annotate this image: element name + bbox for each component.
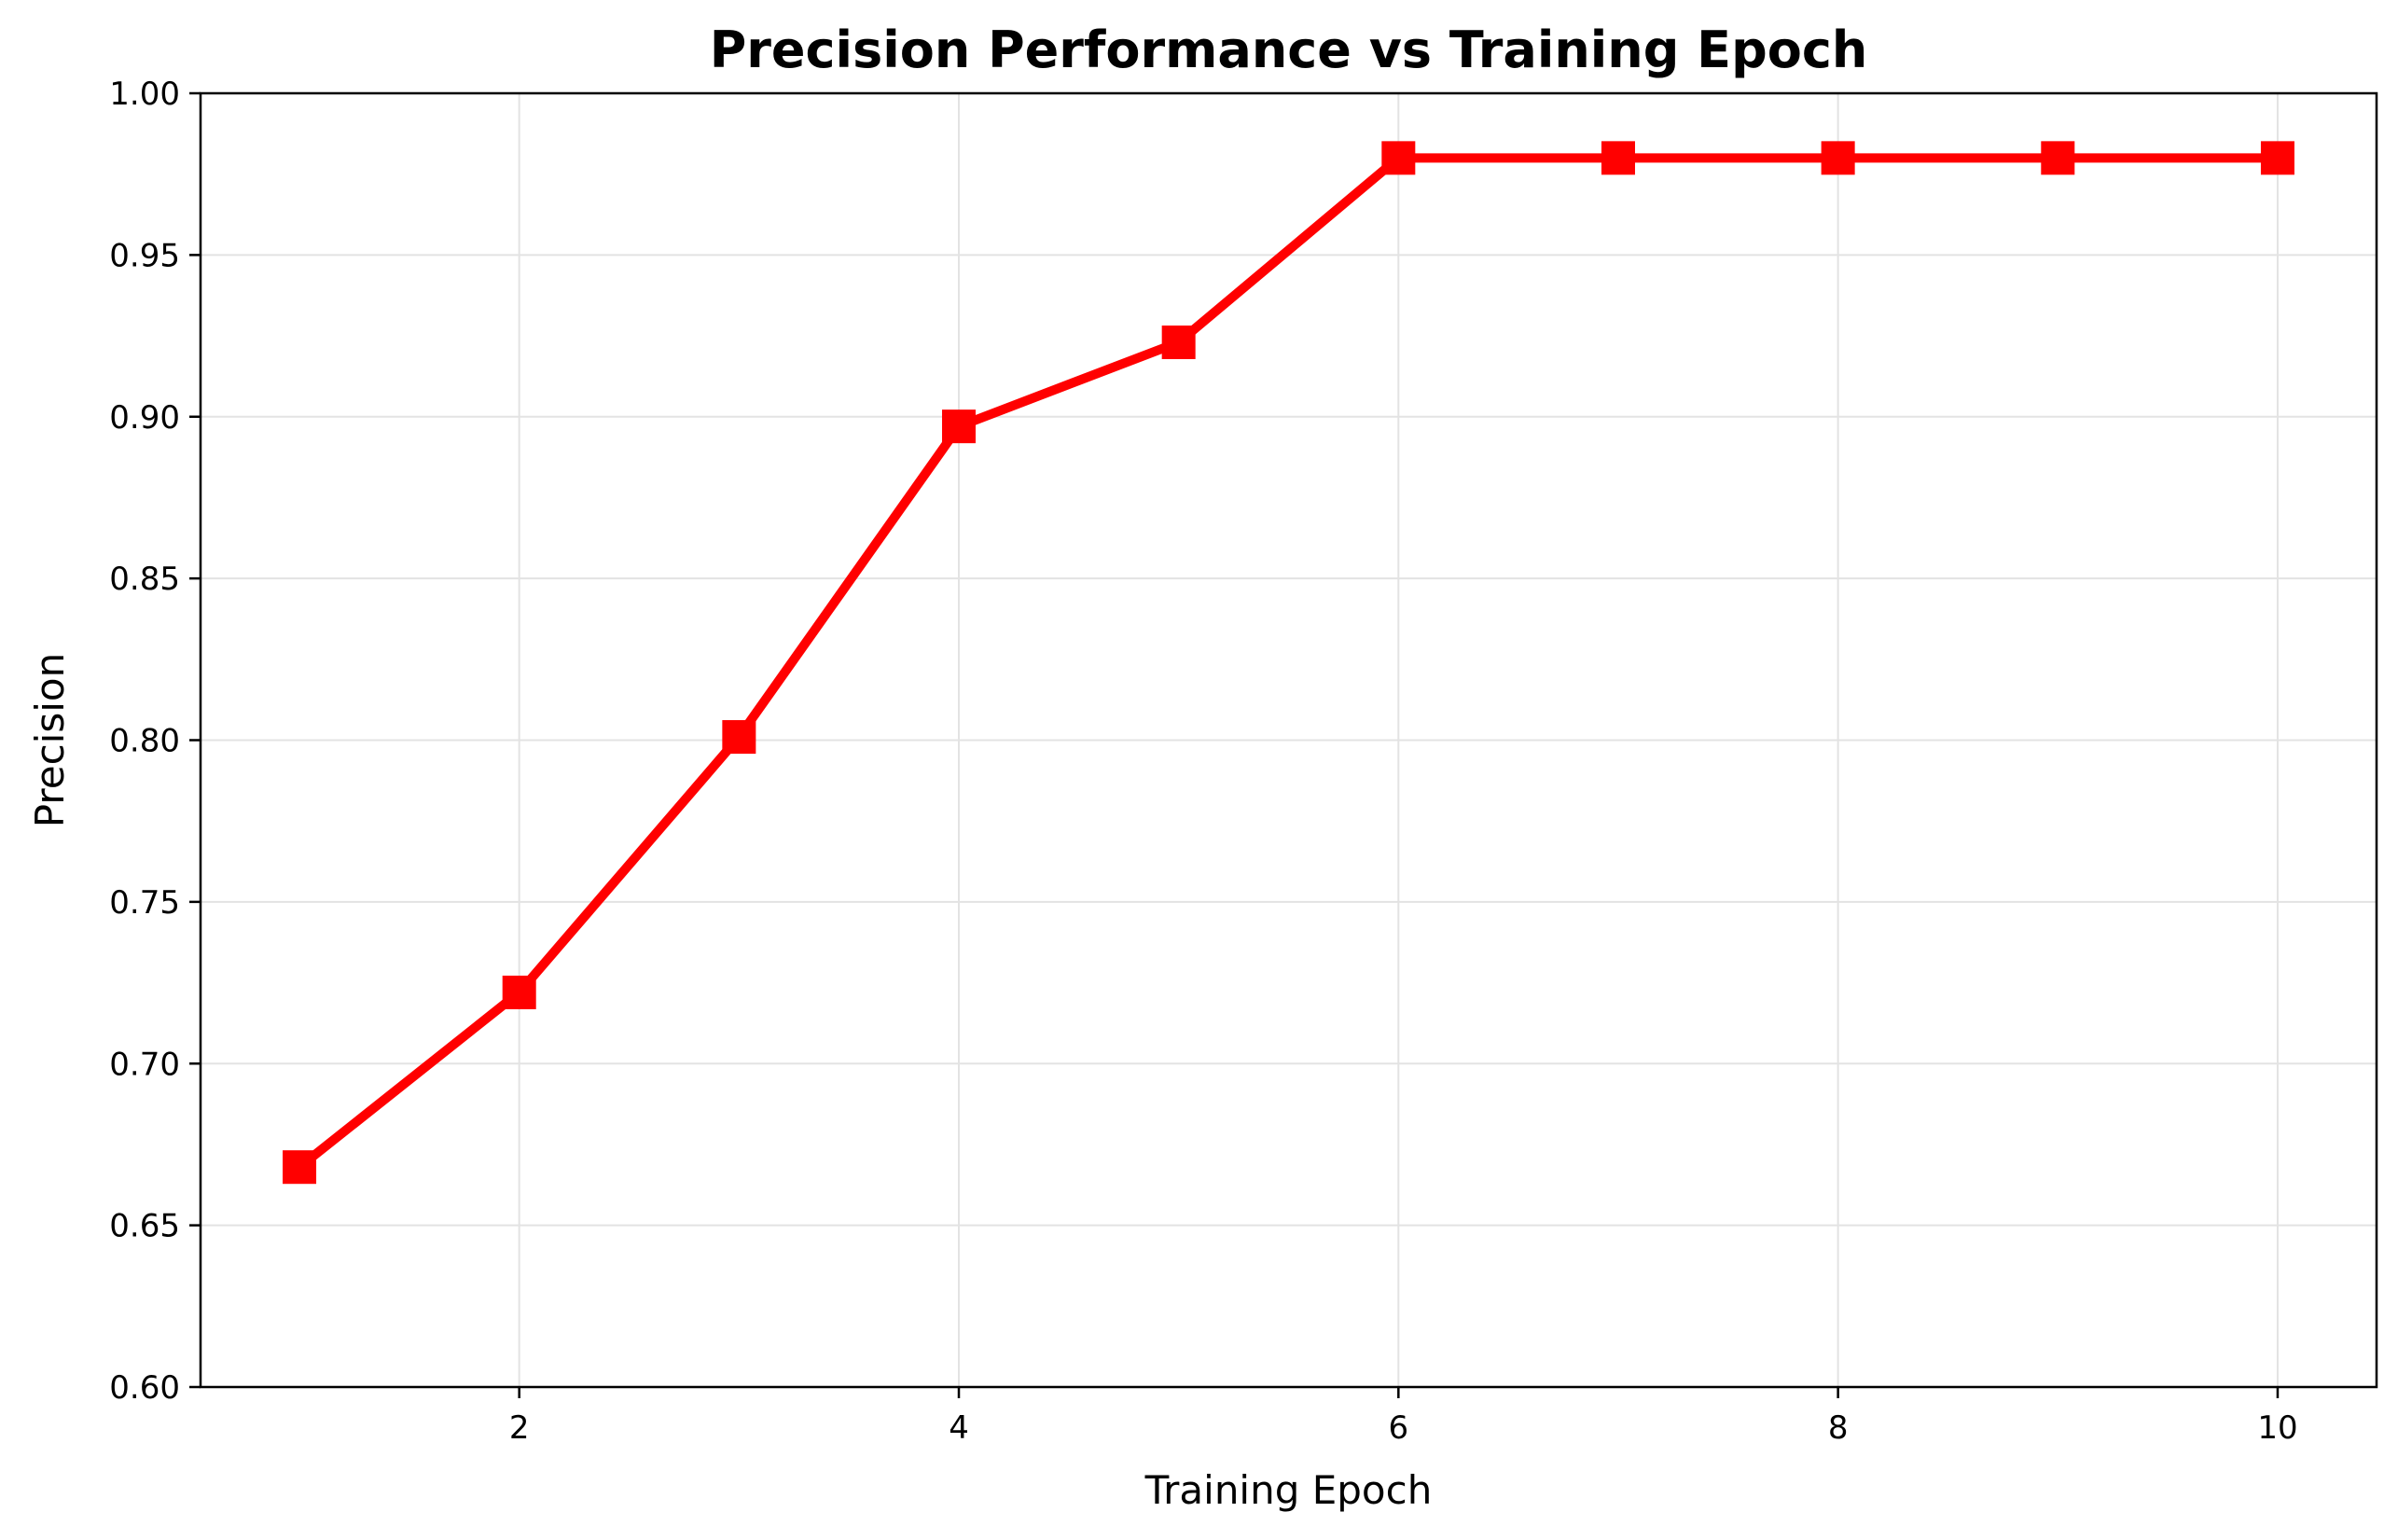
data-point-marker bbox=[283, 1150, 317, 1185]
y-tick-label: 0.60 bbox=[109, 1369, 180, 1407]
y-tick-label: 0.65 bbox=[109, 1208, 180, 1245]
y-tick-label: 0.70 bbox=[109, 1046, 180, 1083]
data-point-marker bbox=[942, 409, 977, 444]
y-tick-label: 1.00 bbox=[109, 76, 180, 113]
data-point-marker bbox=[1821, 141, 1855, 175]
x-tick-label: 8 bbox=[1828, 1409, 1849, 1447]
y-axis-label: Precision bbox=[27, 653, 73, 827]
data-point-marker bbox=[1601, 141, 1635, 175]
data-point-marker bbox=[722, 720, 756, 755]
data-point-marker bbox=[1381, 141, 1416, 175]
x-axis-label: Training Epoch bbox=[1144, 1467, 1433, 1513]
x-tick-label: 4 bbox=[949, 1409, 969, 1447]
series-layer bbox=[283, 141, 2294, 1185]
y-tick-label: 0.95 bbox=[109, 237, 180, 274]
ticks-layer: 0.60 0.65 0.70 0.75 0.80 0.85 0.90 0.95 1.00 2 4 6 8… bbox=[109, 76, 2297, 1447]
x-tick-label: 10 bbox=[2257, 1409, 2297, 1447]
data-point-marker bbox=[2041, 141, 2075, 175]
y-tick-label: 0.85 bbox=[109, 561, 180, 598]
x-tick-label: 2 bbox=[509, 1409, 530, 1447]
grid-layer bbox=[201, 92, 2377, 1388]
y-tick-label: 0.80 bbox=[109, 723, 180, 760]
series-line bbox=[295, 153, 2282, 1172]
y-tick-label: 0.90 bbox=[109, 399, 180, 437]
chart-title: Precision Performance vs Training Epoch bbox=[710, 21, 1868, 79]
data-point-marker bbox=[2260, 141, 2294, 175]
y-tick-label: 0.75 bbox=[109, 884, 180, 922]
x-tick-label: 6 bbox=[1389, 1409, 1409, 1447]
data-point-marker bbox=[1161, 325, 1196, 359]
data-point-marker bbox=[502, 975, 536, 1009]
